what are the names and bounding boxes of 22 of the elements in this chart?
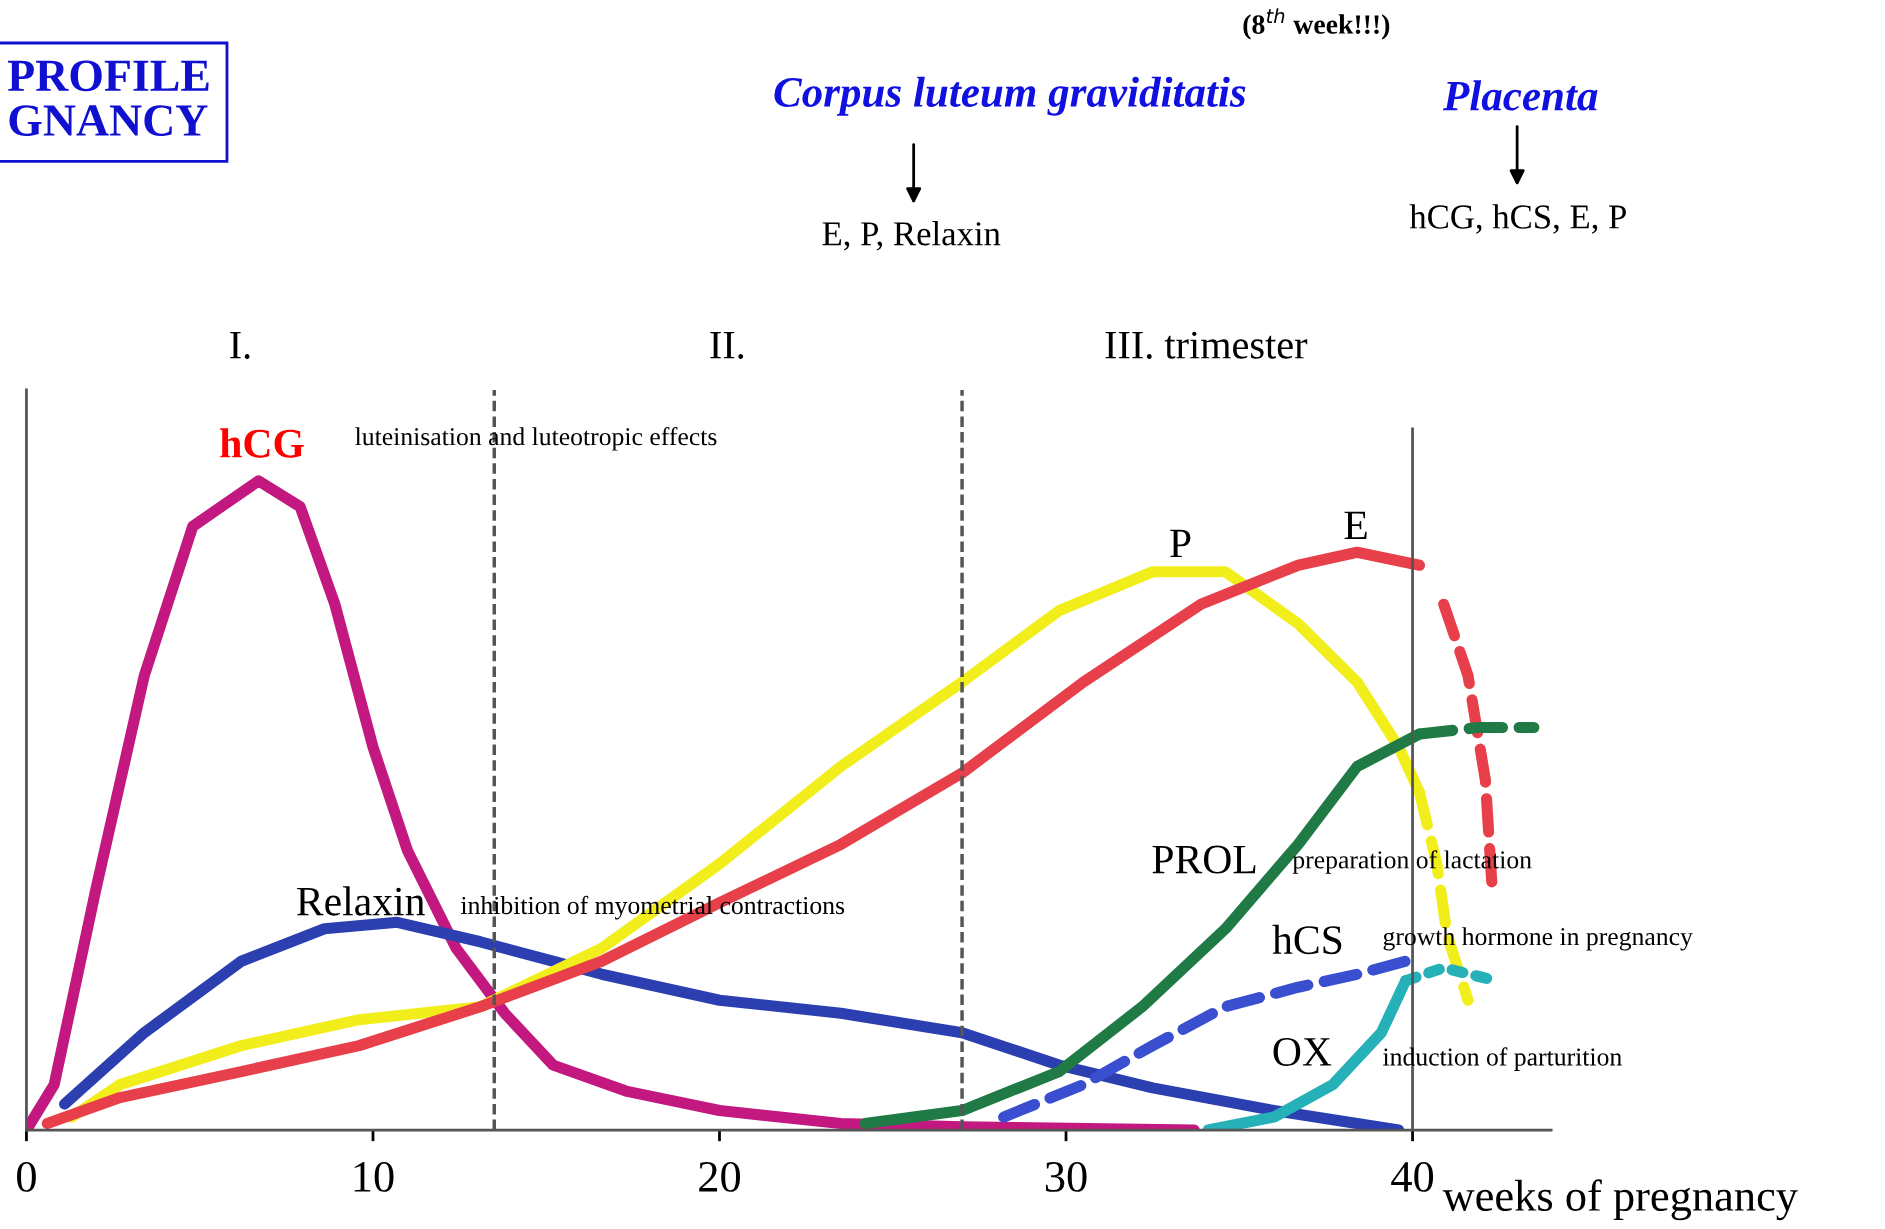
x-tick-label: 10: [354, 1161, 394, 1192]
series-label: hCG: [220, 428, 304, 458]
chart-title: PROFILE GNANCY: [7, 60, 209, 137]
text: Corpus luteum graviditatis: [774, 76, 1246, 116]
series-label: Relaxin: [297, 886, 425, 916]
series-label: P: [1170, 529, 1191, 558]
text: III. trimester: [1105, 331, 1308, 359]
series-label: OX: [1273, 1037, 1332, 1066]
x-tick-label: 40: [1391, 1161, 1434, 1192]
x-tick-label: 20: [699, 1161, 741, 1192]
series-label: PROL: [1152, 845, 1256, 874]
text: E, P, Relaxin: [822, 221, 1001, 251]
text: (8$^{th}$ week!!!): [1243, 8, 1390, 40]
x-axis-title: weeks of pregnancy: [1442, 1179, 1798, 1221]
series-label: hCS: [1272, 924, 1342, 955]
series-label: E: [1344, 511, 1367, 539]
x-tick-label: 0: [17, 1161, 36, 1192]
text: II.: [710, 331, 744, 359]
text: hCG, hCS, E, P: [1409, 204, 1626, 234]
text: I.: [230, 331, 250, 359]
x-tick-label: 30: [1045, 1161, 1087, 1192]
text: Placenta: [1443, 80, 1598, 111]
